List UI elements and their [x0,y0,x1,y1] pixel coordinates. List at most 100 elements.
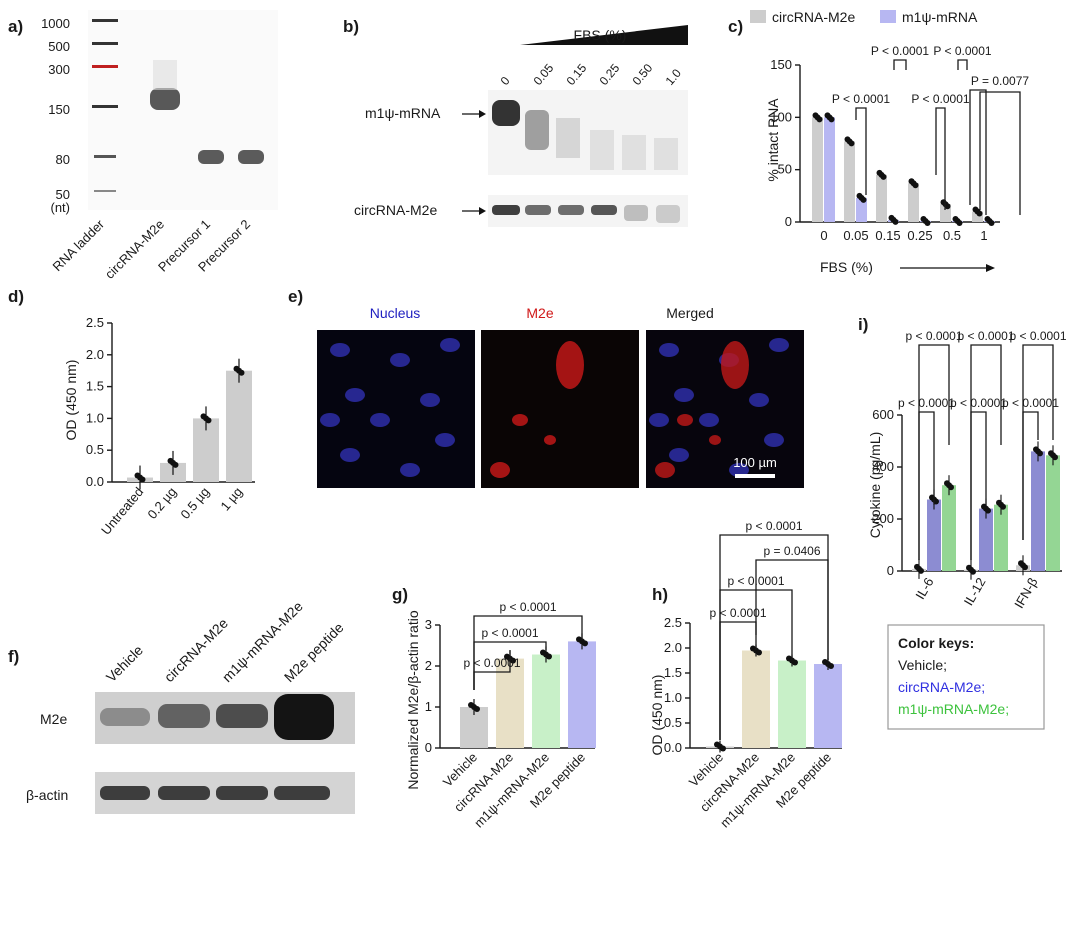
c-xtick: 0.5 [943,228,961,243]
panel-e-letter: e) [288,287,303,306]
i-bar [994,504,1008,571]
p-value: p < 0.0001 [709,606,766,620]
fbs-title: FBS (%) [574,27,627,43]
panel-h: h) OD (450 nm) 0.00.51.01.52.02.5Vehicle… [649,519,842,831]
row-circrna: circRNA-M2e [354,202,437,218]
blot-lane-label: Vehicle [103,642,146,685]
data-point [792,659,798,666]
ladder-label: 1000 [41,16,70,31]
data-point [510,657,516,664]
lane-label: RNA ladder [50,216,108,274]
g-ytick: 1 [425,699,432,714]
fbs-conc-label: 0.25 [597,61,623,88]
nucleus-cell [435,433,455,447]
panel-g: g) Normalized M2e/β-actin ratio 0123Vehi… [392,585,596,831]
fbs-conc-label: 0.05 [531,61,557,88]
i-ytick: 400 [872,459,894,474]
data-point [546,653,552,660]
merged-nucleus [669,448,689,462]
merged-nucleus [764,433,784,447]
d-ytick: 2.0 [86,347,104,362]
g-bar [568,641,596,748]
panel-f-letter: f) [8,647,19,666]
data-point [205,417,212,424]
c-bar [824,117,835,222]
ch-merged: Merged [666,305,713,321]
nucleus-cell [320,413,340,427]
p-value: p < 0.0001 [463,656,520,670]
data-point [238,369,245,376]
g-bar [532,654,560,748]
d-ytick: 2.5 [86,315,104,330]
data-point [924,219,931,226]
data-point [1037,450,1043,457]
c-xtick: 0.05 [843,228,868,243]
d-xtick: 0.2 µg [144,484,179,522]
data-point [582,640,588,647]
ladder-bands [92,19,118,192]
p-value: P < 0.0001 [933,44,991,58]
merged-m2e-signal [721,341,749,389]
i-ylabel: Cytokine (pg/mL) [867,432,883,539]
gel-b-top [488,90,688,175]
fbs-wedge [520,25,688,45]
panel-a: a) 1000 500 300 150 80 50 (nt) RNA laddercirc… [8,10,278,282]
panel-c-letter: c) [728,17,743,36]
data-point [1052,454,1058,461]
data-point [912,182,919,189]
d-ylabel: OD (450 nm) [63,360,79,441]
c-ytick: 150 [770,57,792,72]
d-bar [226,370,252,482]
i-xtick: IL-12 [961,575,989,608]
fbs-conc-label: 0.50 [630,61,656,88]
c-ylabel: % intact RNA [765,98,781,182]
h-ytick: 2.0 [664,640,682,655]
gel-a [88,10,278,210]
h-ytick: 1.5 [664,665,682,680]
fbs-conc-label: 1.0 [663,66,685,88]
data-point [970,568,976,575]
c-bracket [893,59,907,70]
p-value: p < 0.0001 [905,329,962,343]
data-point [880,173,887,180]
nucleus-cell [340,448,360,462]
legend-swatch-m1psi [880,10,896,23]
data-point [848,140,855,147]
data-point [828,116,835,123]
legend-circ: circRNA-M2e [772,9,855,25]
panel-e: e) Nucleus M2e Merged 100 µm [288,287,804,488]
i-xtick: IL-6 [912,575,936,602]
d-ytick: 1.5 [86,379,104,394]
i-bracket [1022,344,1054,540]
p-value: P = 0.0077 [971,74,1029,88]
data-point [985,507,991,514]
data-point [139,476,146,483]
merged-m2e-signal [709,435,721,445]
merged-nucleus [659,343,679,357]
d-ytick: 1.0 [86,410,104,425]
merged-nucleus [769,338,789,352]
scalebar [735,474,775,478]
data-point [172,461,179,468]
p-value: p < 0.0001 [499,600,556,614]
d-ytick: 0.0 [86,474,104,489]
p-value: p < 0.0001 [745,519,802,533]
c-ytick: 0 [785,214,792,229]
unit-nt: (nt) [51,200,71,215]
c-bar [940,204,951,222]
key-title: Color keys: [898,635,974,651]
p-value: p < 0.0001 [950,396,1007,410]
d-xtick: 1 µg [217,484,245,513]
legend-m1psi: m1ψ-mRNA [902,9,978,25]
i-ytick: 600 [872,407,894,422]
merged-nucleus [729,463,749,477]
fbs-conc-label: 0.15 [564,61,590,88]
g-bracket [473,615,583,690]
d-xtick: 0.5 µg [177,484,212,522]
i-ytick: 200 [872,511,894,526]
color-key: Color keys: Vehicle; circRNA-M2e; m1ψ-mR… [887,624,1045,730]
c-bar [908,183,919,222]
h-bracket [719,534,829,740]
c-bar [876,174,887,222]
